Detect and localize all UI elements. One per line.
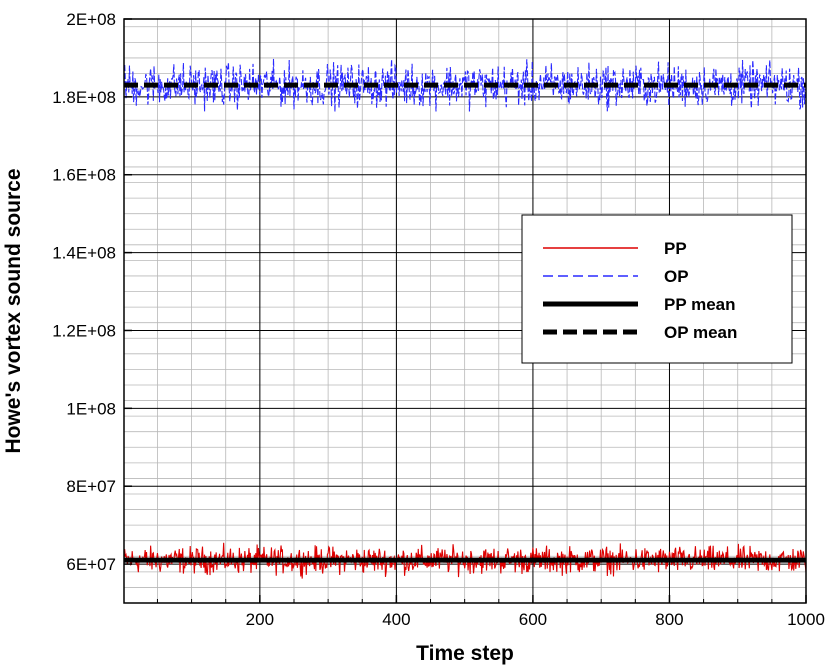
y-tick-label: 1E+08	[66, 399, 116, 418]
x-tick-label: 1000	[787, 610, 825, 629]
legend-box	[521, 214, 793, 364]
y-tick-label: 8E+07	[66, 477, 116, 496]
legend-entry-pp: PP	[664, 239, 687, 258]
x-tick-label: 600	[519, 610, 547, 629]
axis-ticks	[124, 18, 807, 603]
y-tick-label: 2E+08	[66, 10, 116, 29]
series-layer	[123, 58, 807, 579]
y-axis-title: Howe's vortex sound source	[2, 168, 25, 453]
legend-entry-op-mean: OP mean	[664, 323, 737, 342]
tick-labels: 200 400 600 800 1000 6E+07 8E+07 1E+08 1.2E+08 1.…	[52, 10, 825, 629]
y-tick-label: 1.8E+08	[52, 88, 116, 107]
legend: PP OP PP mean OP mean	[521, 214, 793, 364]
series-line-pp	[123, 542, 807, 579]
y-tick-label: 6E+07	[66, 555, 116, 574]
y-tick-label: 1.6E+08	[52, 166, 116, 185]
legend-entry-pp-mean: PP mean	[664, 295, 736, 314]
x-axis-title: Time step	[416, 642, 514, 665]
plot-frame	[123, 18, 807, 604]
y-tick-label: 1.4E+08	[52, 244, 116, 263]
x-tick-label: 400	[382, 610, 410, 629]
x-tick-label: 200	[246, 610, 274, 629]
y-tick-label: 1.2E+08	[52, 321, 116, 340]
legend-entry-op: OP	[664, 267, 689, 286]
x-tick-label: 800	[655, 610, 683, 629]
